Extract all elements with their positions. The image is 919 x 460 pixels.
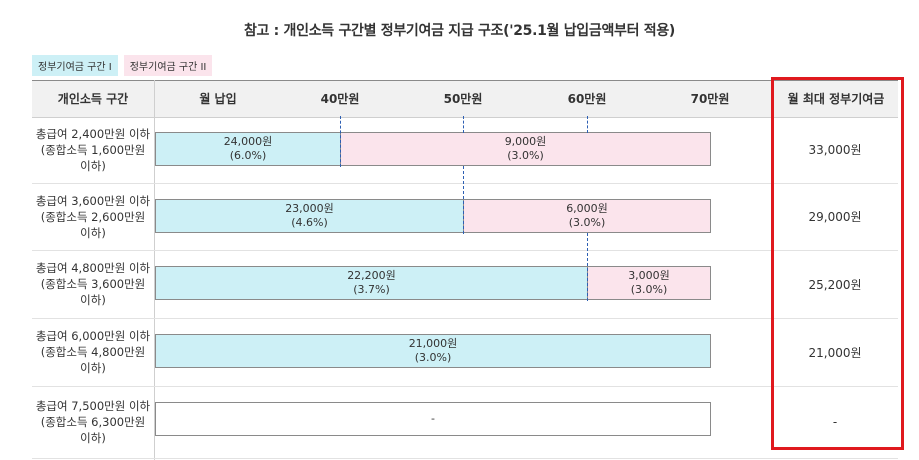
tier1-bar: 23,000원 (4.6%) (155, 199, 464, 233)
tier2-bar: 3,000원 (3.0%) (588, 266, 711, 300)
table-row: 총급여 7,500만원 이하 (종합소득 6,300만원 이하) - - (32, 386, 898, 459)
max-contribution-cell: 33,000원 (808, 143, 862, 157)
income-range-cell: 총급여 4,800만원 이하 (종합소득 3,600만원 이하) (35, 261, 151, 307)
legend-tier2: 정부기여금 구간 II (123, 55, 213, 76)
max-contribution-cell: - (832, 415, 838, 429)
table-row: 총급여 2,400만원 이하 (종합소득 1,600만원 이하) 24,000원 (6… (32, 116, 898, 184)
contribution-table: 개인소득 구간 월 납입 40만원 50만원 60만원 70만원 월 최대 정부… (32, 80, 898, 460)
header-tick-60: 60만원 (567, 92, 607, 106)
income-range-cell: 총급여 3,600만원 이하 (종합소득 2,600만원 이하) (35, 193, 151, 240)
boundary-marker-50 (463, 116, 464, 133)
tier1-bar: 24,000원 (6.0%) (155, 132, 341, 166)
header-monthly-payment: 월 납입 (199, 92, 237, 106)
header-max-contribution: 월 최대 정부기여금 (787, 92, 885, 106)
tier2-bar: 6,000원 (3.0%) (464, 199, 711, 233)
income-range-cell: 총급여 2,400만원 이하 (종합소득 1,600만원 이하) (35, 126, 151, 173)
boundary-marker-60 (587, 116, 588, 133)
max-contribution-cell: 29,000원 (808, 210, 862, 224)
tier2-bar: 9,000원 (3.0%) (341, 132, 711, 166)
no-contribution-bar: - (155, 402, 711, 436)
table-header: 개인소득 구간 월 납입 40만원 50만원 60만원 70만원 월 최대 정부… (32, 80, 898, 118)
max-contribution-cell: 25,200원 (808, 277, 862, 292)
tier1-bar: 22,200원 (3.7%) (155, 266, 588, 300)
boundary-marker-50 (463, 166, 464, 234)
column-divider (154, 80, 155, 460)
boundary-marker-40 (340, 116, 341, 167)
legend: 정부기여금 구간 I 정부기여금 구간 II (32, 55, 213, 76)
header-income-range: 개인소득 구간 (57, 92, 129, 106)
table-row: 총급여 4,800만원 이하 (종합소득 3,600만원 이하) 22,200원 (3… (32, 250, 898, 319)
table-row: 총급여 3,600만원 이하 (종합소득 2,600만원 이하) 23,000원 (4… (32, 183, 898, 251)
max-contribution-cell: 21,000원 (808, 345, 862, 360)
table-row: 총급여 6,000만원 이하 (종합소득 4,800만원 이하) 21,000원 (3… (32, 318, 898, 387)
page-title: 참고 : 개인소득 구간별 정부기여금 지급 구조('25.1월 납입금액부터 … (243, 23, 676, 39)
header-tick-50: 50만원 (443, 92, 483, 106)
header-tick-70: 70만원 (690, 92, 730, 106)
income-range-cell: 총급여 6,000만원 이하 (종합소득 4,800만원 이하) (35, 329, 151, 375)
header-tick-40: 40만원 (320, 92, 360, 106)
income-range-cell: 총급여 7,500만원 이하 (종합소득 6,300만원 이하) (35, 399, 151, 445)
legend-tier1: 정부기여금 구간 I (32, 55, 118, 76)
tier1-bar: 21,000원 (3.0%) (155, 334, 711, 368)
boundary-marker-60 (587, 233, 588, 301)
